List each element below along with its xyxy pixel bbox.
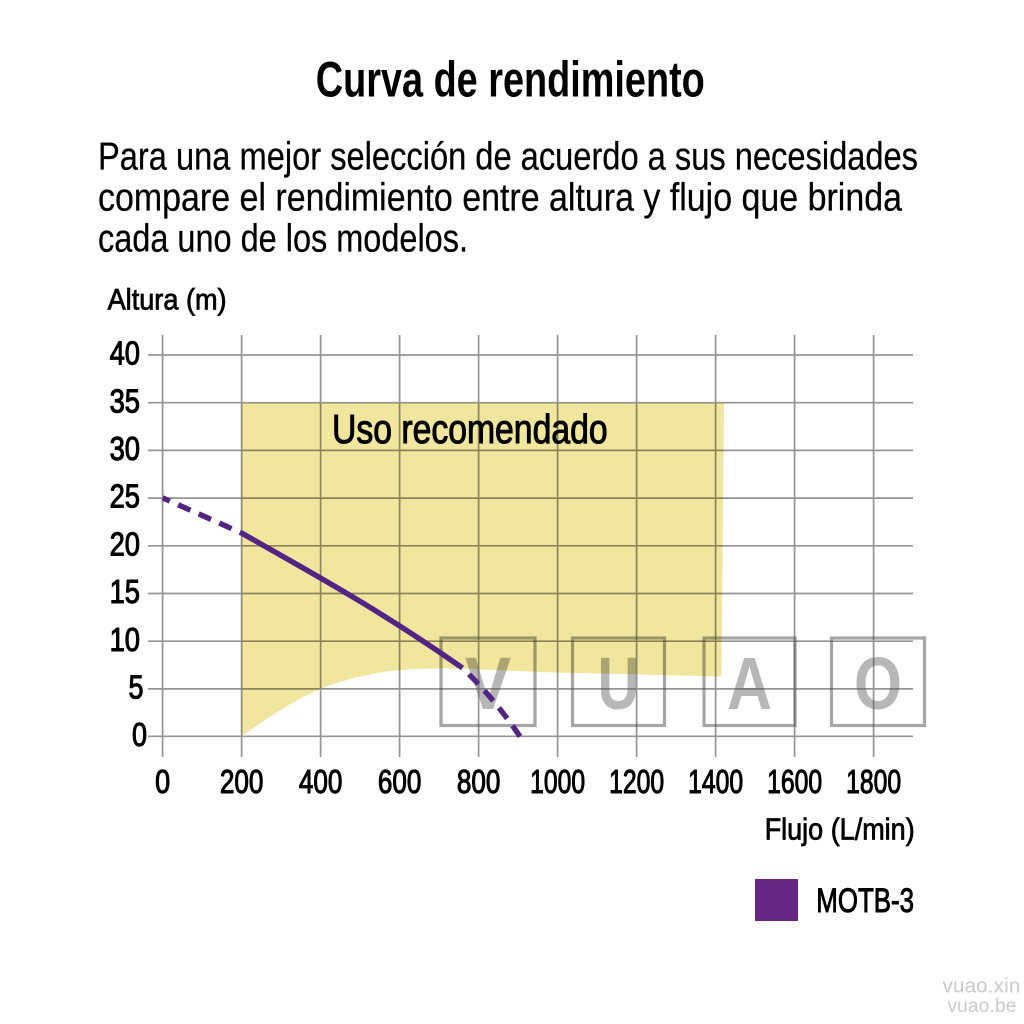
svg-text:Altura (m): Altura (m) — [108, 283, 227, 316]
svg-text:A: A — [727, 642, 772, 725]
svg-text:30: 30 — [110, 431, 140, 468]
svg-text:Uso recomendado: Uso recomendado — [332, 406, 608, 452]
svg-text:O: O — [854, 642, 902, 725]
svg-text:MOTB-3: MOTB-3 — [816, 882, 914, 920]
svg-text:Para una mejor selección de ac: Para una mejor selección de acuerdo a su… — [98, 136, 918, 179]
svg-text:Curva de rendimiento: Curva de rendimiento — [316, 50, 705, 107]
svg-text:800: 800 — [457, 764, 501, 801]
svg-text:5: 5 — [129, 670, 144, 707]
svg-text:40: 40 — [110, 336, 140, 373]
svg-text:1400: 1400 — [688, 764, 743, 801]
svg-text:vuao.be: vuao.be — [947, 996, 1016, 1017]
svg-text:1800: 1800 — [846, 764, 901, 801]
svg-text:15: 15 — [110, 574, 140, 611]
svg-text:35: 35 — [110, 383, 140, 420]
svg-text:400: 400 — [299, 764, 343, 801]
svg-text:1000: 1000 — [530, 764, 585, 801]
svg-text:20: 20 — [110, 526, 140, 563]
svg-text:1200: 1200 — [609, 764, 664, 801]
svg-text:200: 200 — [220, 764, 264, 801]
svg-text:10: 10 — [110, 622, 140, 659]
svg-text:600: 600 — [378, 764, 422, 801]
svg-text:Flujo (L/min): Flujo (L/min) — [765, 811, 915, 846]
svg-text:0: 0 — [155, 764, 170, 801]
svg-text:vuao.xin: vuao.xin — [943, 974, 1021, 997]
svg-text:25: 25 — [110, 479, 140, 516]
svg-text:0: 0 — [132, 717, 147, 754]
svg-text:compare el rendimiento entre a: compare el rendimiento entre altura y fl… — [98, 177, 902, 220]
svg-text:cada uno de los modelos.: cada uno de los modelos. — [98, 218, 468, 261]
svg-text:1600: 1600 — [767, 764, 822, 801]
